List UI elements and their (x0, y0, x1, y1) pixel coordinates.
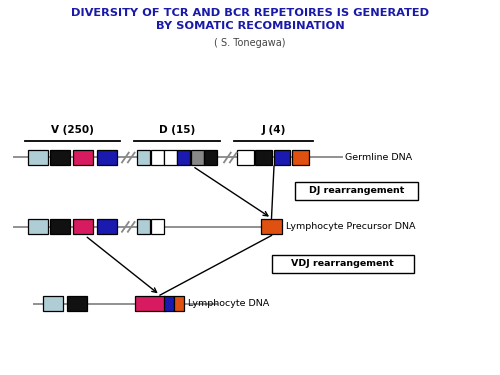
Bar (292, 150, 308, 165)
Text: DIVERSITY OF TCR AND BCR REPETOIRES IS GENERATED: DIVERSITY OF TCR AND BCR REPETOIRES IS G… (71, 8, 429, 18)
Bar (135, 296, 165, 311)
Text: D (15): D (15) (160, 125, 196, 135)
Bar (260, 219, 281, 234)
Bar (42, 296, 62, 311)
Bar (50, 219, 70, 234)
Bar (97, 219, 117, 234)
Text: Lymphocyte Precursor DNA: Lymphocyte Precursor DNA (286, 222, 416, 231)
Bar (272, 255, 414, 273)
Bar (164, 150, 177, 165)
Bar (28, 219, 48, 234)
Bar (237, 150, 254, 165)
Text: BY SOMATIC RECOMBINATION: BY SOMATIC RECOMBINATION (156, 21, 344, 31)
Text: ( S. Tonegawa): ( S. Tonegawa) (214, 38, 286, 48)
Text: V (250): V (250) (51, 125, 94, 135)
Bar (50, 150, 70, 165)
Bar (73, 150, 93, 165)
Bar (177, 150, 190, 165)
Bar (97, 150, 117, 165)
Bar (136, 150, 149, 165)
Text: J (4): J (4) (262, 125, 286, 135)
Text: Germline DNA: Germline DNA (345, 153, 412, 162)
Bar (164, 296, 174, 311)
Bar (151, 150, 164, 165)
Bar (136, 219, 149, 234)
Text: VDJ rearrangement: VDJ rearrangement (292, 260, 394, 268)
Bar (28, 150, 48, 165)
Bar (295, 182, 418, 200)
Bar (274, 150, 290, 165)
Text: DJ rearrangement: DJ rearrangement (308, 186, 404, 195)
Bar (66, 296, 86, 311)
Bar (204, 150, 217, 165)
Text: Lymphocyte DNA: Lymphocyte DNA (188, 299, 269, 308)
Bar (191, 150, 204, 165)
Bar (73, 219, 93, 234)
Bar (255, 150, 272, 165)
Bar (151, 219, 164, 234)
Bar (174, 296, 184, 311)
